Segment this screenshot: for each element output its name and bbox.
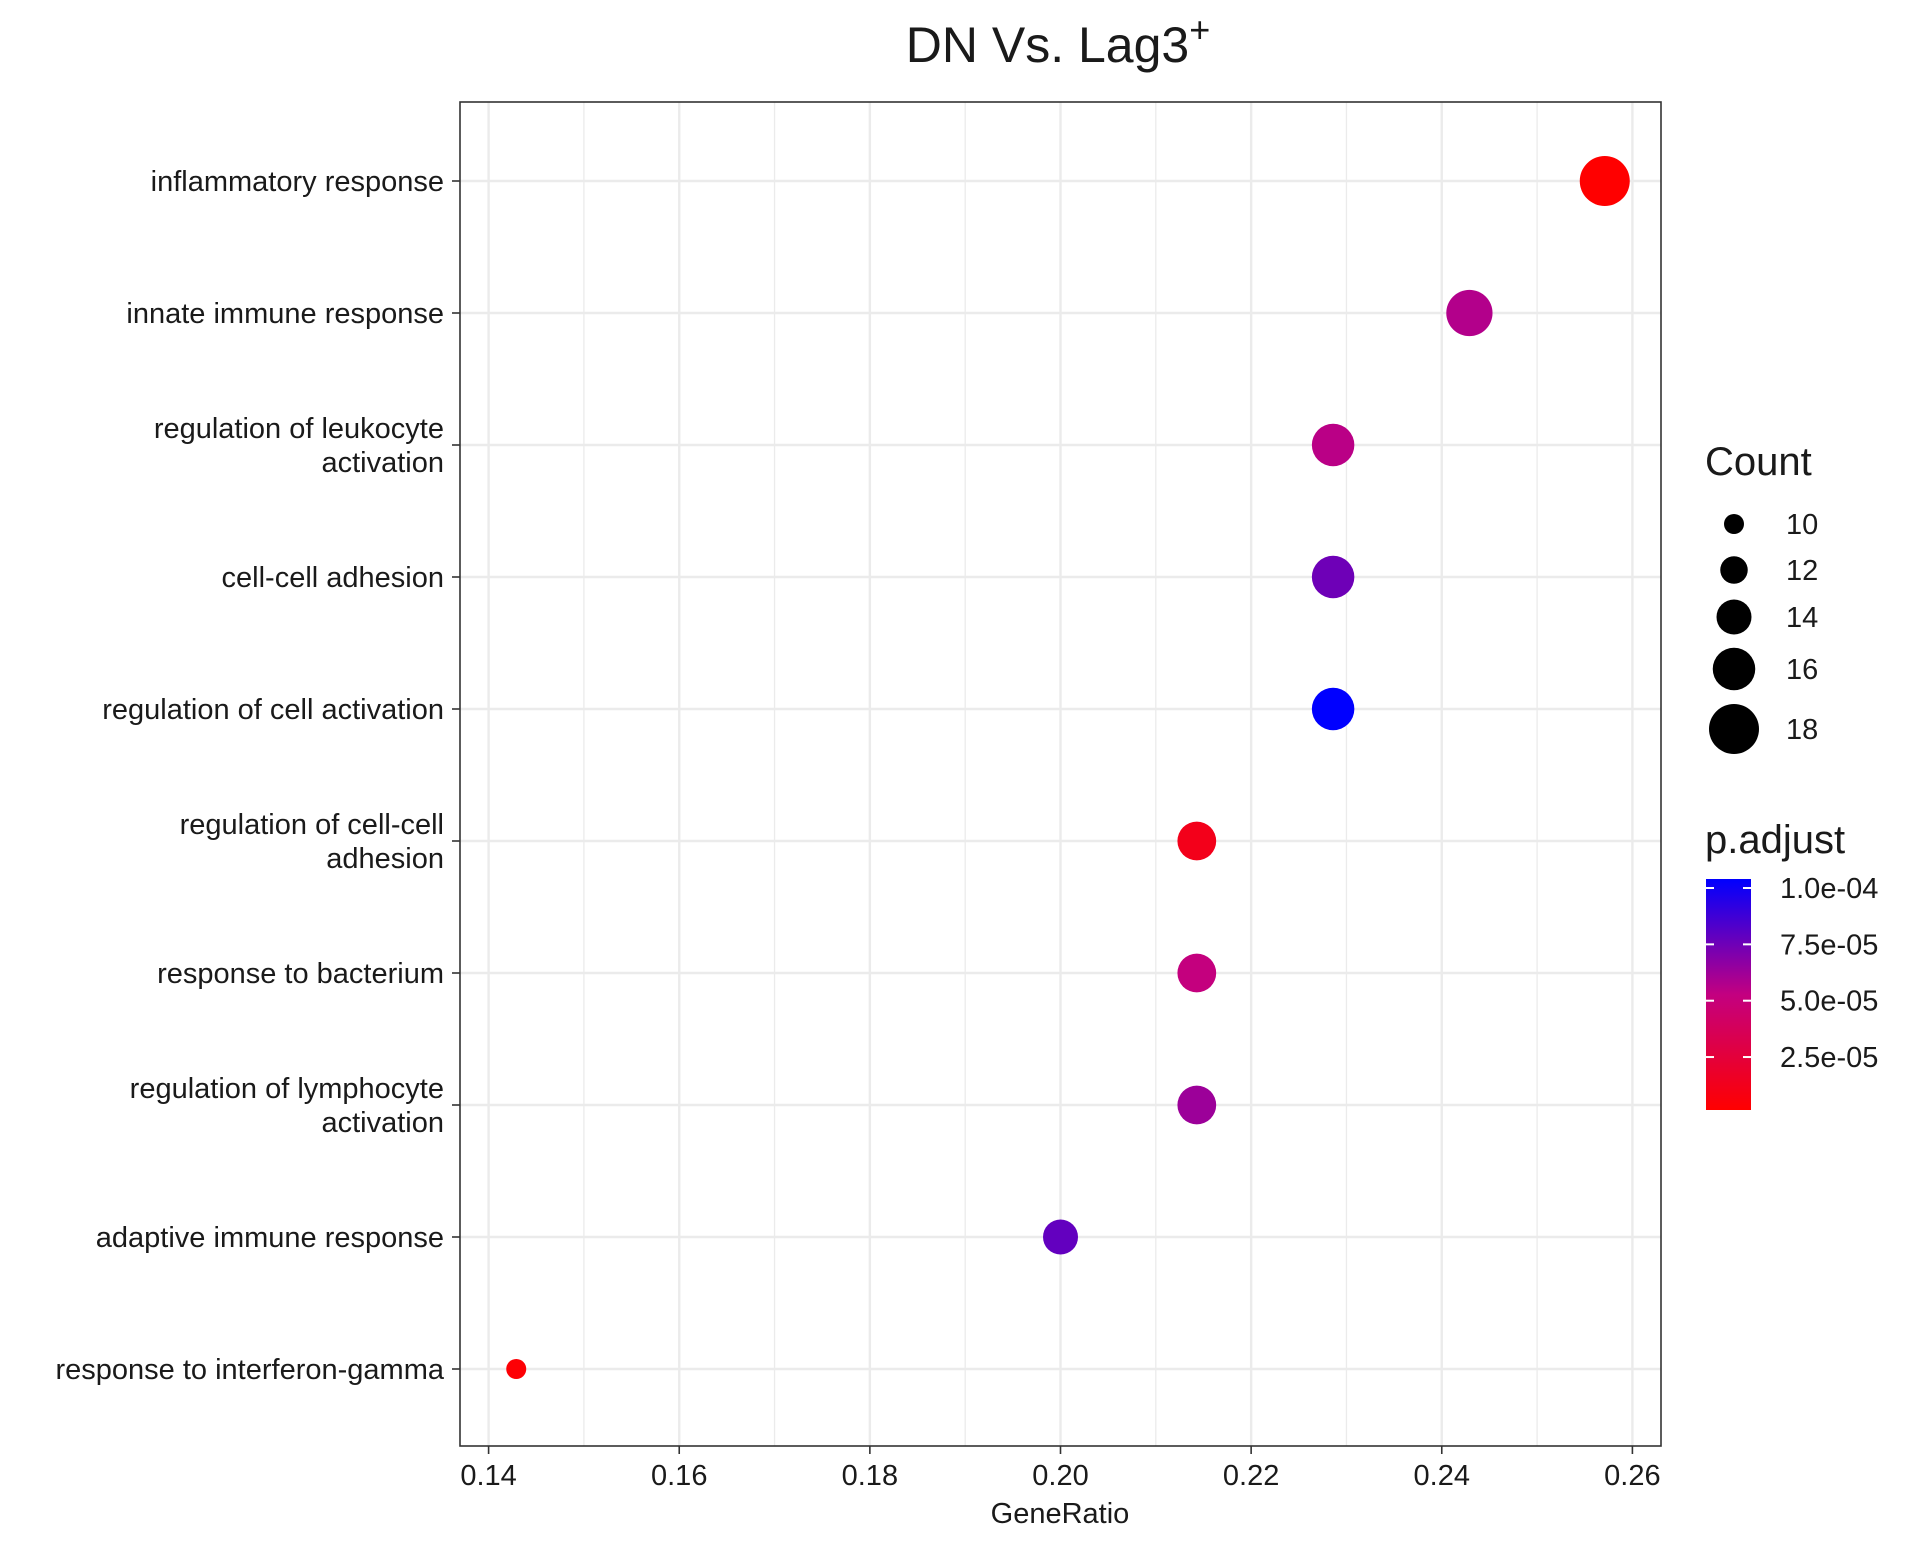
data-point bbox=[1311, 423, 1355, 467]
x-axis-title: GeneRatio bbox=[991, 1498, 1130, 1530]
minor-gridlines bbox=[583, 102, 1538, 1446]
y-category-label-line: inflammatory response bbox=[151, 166, 444, 198]
y-category-label: innate immune response bbox=[126, 298, 444, 330]
x-tick-label: 0.14 bbox=[460, 1460, 516, 1492]
p-adjust-label: 2.5e-05 bbox=[1780, 1042, 1878, 1074]
y-category-label-line: regulation of leukocyte bbox=[154, 413, 444, 445]
y-category-label-line: response to interferon-gamma bbox=[56, 1354, 445, 1386]
x-tick-label: 0.20 bbox=[1032, 1460, 1088, 1492]
p-adjust-legend-title: p.adjust bbox=[1705, 818, 1845, 862]
data-point bbox=[1177, 953, 1217, 993]
count-legend-label: 12 bbox=[1786, 555, 1818, 587]
x-tick-label: 0.26 bbox=[1604, 1460, 1660, 1492]
x-tick-label: 0.22 bbox=[1223, 1460, 1279, 1492]
count-legend-title: Count bbox=[1705, 440, 1812, 484]
chart-title: DN Vs. Lag3+ bbox=[906, 9, 1211, 73]
y-category-label-line: innate immune response bbox=[126, 298, 444, 330]
data-point bbox=[506, 1359, 527, 1379]
data-point bbox=[1311, 687, 1355, 731]
p-adjust-label: 5.0e-05 bbox=[1780, 986, 1878, 1018]
y-category-label-line: adhesion bbox=[326, 843, 444, 875]
data-point bbox=[1043, 1219, 1078, 1255]
p-adjust-colorbar bbox=[1706, 879, 1751, 1110]
y-category-label-line: response to bacterium bbox=[157, 958, 444, 990]
chart-title-superscript: + bbox=[1189, 9, 1210, 50]
count-legend-label: 14 bbox=[1786, 602, 1818, 634]
x-axis: 0.14 0.16 0.18 0.20 0.22 0.24 0.26 bbox=[460, 1446, 1661, 1492]
y-category-label: inflammatory response bbox=[151, 166, 444, 198]
y-category-label: regulation of leukocyte activation bbox=[154, 413, 444, 479]
count-legend-key bbox=[1712, 647, 1756, 691]
x-tick-label: 0.24 bbox=[1414, 1460, 1470, 1492]
y-category-label: adaptive immune response bbox=[96, 1222, 444, 1254]
data-point bbox=[1311, 555, 1355, 599]
p-adjust-label: 7.5e-05 bbox=[1780, 929, 1878, 961]
y-category-label-line: regulation of cell activation bbox=[102, 694, 444, 726]
y-category-label-line: cell-cell adhesion bbox=[222, 562, 444, 594]
y-category-label: response to interferon-gamma bbox=[56, 1354, 445, 1386]
y-category-label-line: activation bbox=[321, 1107, 444, 1139]
count-legend: Count 10 12 14 16 18 bbox=[1705, 440, 1818, 754]
count-legend-label: 10 bbox=[1786, 509, 1818, 541]
count-legend-key bbox=[1720, 556, 1748, 584]
count-legend-key bbox=[1716, 599, 1752, 635]
count-legend-key bbox=[1724, 514, 1744, 534]
chart-title-text: DN Vs. Lag3 bbox=[906, 17, 1189, 73]
data-point bbox=[1579, 156, 1630, 206]
y-category-label: regulation of cell activation bbox=[102, 694, 444, 726]
p-adjust-label: 1.0e-04 bbox=[1780, 873, 1878, 905]
y-category-label-line: regulation of cell-cell bbox=[180, 809, 444, 841]
x-tick-label: 0.16 bbox=[651, 1460, 707, 1492]
data-point bbox=[1177, 1085, 1217, 1125]
data-point bbox=[1177, 821, 1217, 861]
count-legend-label: 18 bbox=[1786, 714, 1818, 746]
y-category-label-line: regulation of lymphocyte bbox=[130, 1073, 444, 1105]
y-category-label: regulation of lymphocyte activation bbox=[130, 1073, 444, 1139]
p-adjust-legend: p.adjust 1.0e-04 7.5e-05 5.0e-05 2.5e-05 bbox=[1705, 818, 1878, 1110]
data-points bbox=[506, 156, 1630, 1379]
data-point bbox=[1446, 289, 1493, 337]
count-legend-key bbox=[1709, 704, 1759, 754]
y-category-label: cell-cell adhesion bbox=[222, 562, 444, 594]
x-tick-label: 0.18 bbox=[842, 1460, 898, 1492]
count-legend-label: 16 bbox=[1786, 654, 1818, 686]
y-category-label: response to bacterium bbox=[157, 958, 444, 990]
y-category-label-line: adaptive immune response bbox=[96, 1222, 444, 1254]
y-category-label-line: activation bbox=[321, 447, 444, 479]
y-category-label: regulation of cell-cell adhesion bbox=[180, 809, 444, 875]
y-axis: inflammatory response innate immune respo… bbox=[56, 166, 460, 1386]
